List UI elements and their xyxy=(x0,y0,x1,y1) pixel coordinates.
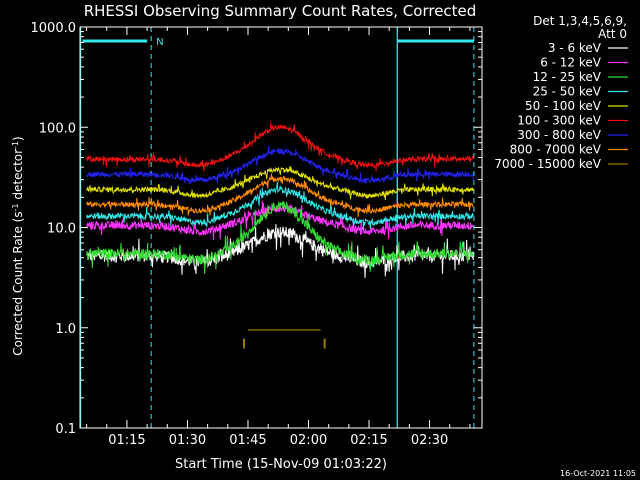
night-flag-label: N xyxy=(156,37,163,48)
y-tick-label: 10.0 xyxy=(47,222,76,237)
legend-label: 3 - 6 keV xyxy=(548,41,602,55)
legend-title-line-2: Att 0 xyxy=(598,27,627,41)
x-tick-label: 01:30 xyxy=(169,433,206,448)
plot-area: N xyxy=(79,27,475,428)
series-line xyxy=(86,122,474,172)
legend-label: 300 - 800 keV xyxy=(517,128,601,142)
x-tick-label: 01:15 xyxy=(108,433,145,448)
axes: 0.1 1.0 10.0 100.0 1000.0 01:15 01:30 01:45 02:0… xyxy=(31,21,483,448)
x-tick-label: 02:30 xyxy=(411,433,448,448)
y-tick-label: 1000.0 xyxy=(31,21,77,36)
y-tick-label: 0.1 xyxy=(55,422,76,437)
x-tick-label: 01:45 xyxy=(229,433,266,448)
x-tick-label: 02:00 xyxy=(290,433,327,448)
y-axis-label: Corrected Count Rate (s-1 detector-1) xyxy=(11,136,26,355)
y-tick-label: 1.0 xyxy=(55,322,76,337)
y-tick-label: 100.0 xyxy=(39,121,76,136)
x-tick-label: 02:15 xyxy=(350,433,387,448)
legend-label: 100 - 300 keV xyxy=(517,114,601,128)
series-line xyxy=(86,173,474,217)
legend-label: 50 - 100 keV xyxy=(525,99,602,113)
legend-label: 25 - 50 keV xyxy=(533,85,602,99)
x-axis-label: Start Time (15-Nov-09 01:03:22) xyxy=(175,457,387,472)
series-line xyxy=(86,201,474,274)
series-line xyxy=(86,165,474,201)
legend-label: 7000 - 15000 keV xyxy=(494,157,601,171)
timestamp: 16-Oct-2021 11:05 xyxy=(560,469,636,478)
legend-title-line-1: Det 1,3,4,5,6,9, xyxy=(533,14,627,28)
series-line xyxy=(86,145,474,185)
legend-label: 12 - 25 keV xyxy=(533,70,602,84)
legend-label: 800 - 7000 keV xyxy=(510,143,602,157)
legend-label: 6 - 12 keV xyxy=(540,56,602,70)
series-line xyxy=(86,181,474,231)
chart-title: RHESSI Observing Summary Count Rates, Co… xyxy=(84,2,477,20)
